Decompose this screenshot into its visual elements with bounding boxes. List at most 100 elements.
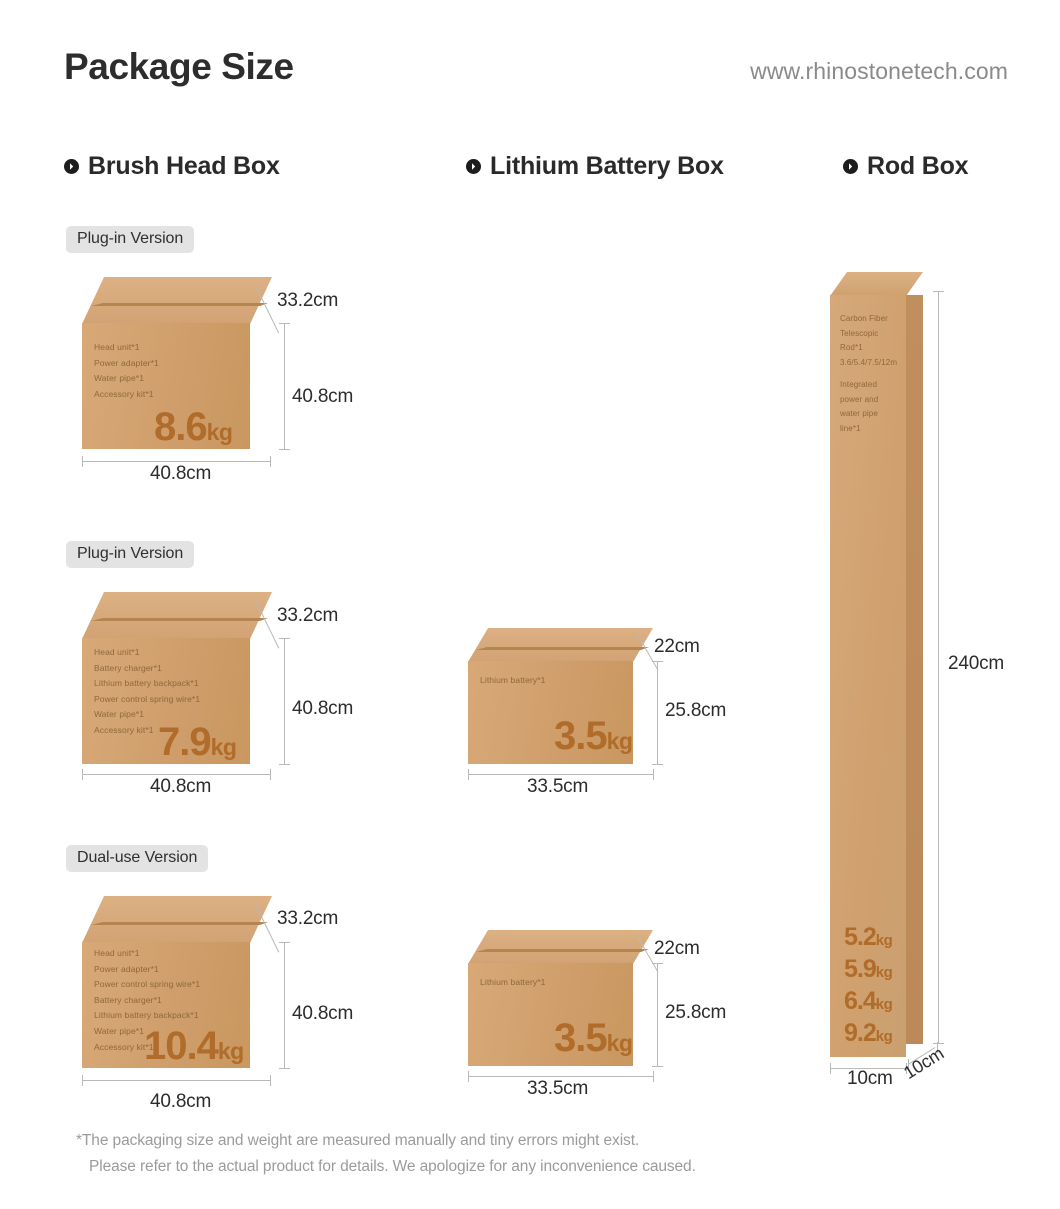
- carton-lithium-1: Lithium battery*1 3.5kg: [468, 628, 653, 764]
- dim-tick: [82, 1075, 83, 1086]
- dim-tick: [468, 769, 469, 780]
- version-badge-brush-3: Dual-use Version: [66, 845, 209, 872]
- dim-tick: [279, 764, 290, 765]
- dim-line-width-lithium-1: [468, 774, 653, 775]
- carton-lid-seam: [91, 618, 268, 621]
- dim-tick: [82, 456, 83, 467]
- carton-front-face: [82, 638, 250, 764]
- carton-weight-4: 9.2kg: [844, 1019, 893, 1047]
- carton-weight: 3.5kg: [554, 1016, 633, 1060]
- carton-top-face: [82, 592, 272, 639]
- carton-front-face: [468, 661, 633, 764]
- dim-line-width-rod: [830, 1068, 906, 1069]
- dim-label-height-lithium-2: 25.8cm: [665, 1002, 727, 1023]
- carton-weight-3: 6.4kg: [844, 987, 893, 1015]
- dim-label-depth-brush-2: 33.2cm: [277, 605, 339, 626]
- dim-tick: [937, 1042, 938, 1053]
- dim-tick: [652, 661, 663, 662]
- dim-tick: [652, 1066, 663, 1067]
- dim-line-width-brush-1: [82, 461, 270, 462]
- dim-label-height-brush-1: 40.8cm: [292, 386, 354, 407]
- carton-contents-list: Lithium battery*1: [480, 977, 546, 987]
- dim-tick: [906, 1063, 907, 1074]
- dim-tick: [653, 1071, 654, 1082]
- dim-label-height-brush-2: 40.8cm: [292, 698, 354, 719]
- dim-line-height-brush-3: [284, 942, 285, 1068]
- dim-label-width-lithium-2: 33.5cm: [527, 1078, 589, 1099]
- carton-weight-2: 5.9kg: [844, 955, 893, 983]
- site-url: www.rhinostonetech.com: [750, 58, 1008, 84]
- version-badge-brush-2: Plug-in Version: [66, 541, 195, 568]
- dim-tick: [279, 942, 290, 943]
- carton-brush-1: Head unit*1 Power adapter*1 Water pipe*1…: [82, 277, 272, 449]
- carton-front-face: [82, 323, 250, 449]
- dim-line-width-brush-3: [82, 1080, 270, 1081]
- column-label: Brush Head Box: [88, 152, 280, 180]
- page-title: Package Size: [64, 46, 294, 87]
- chevron-right-icon: [843, 159, 858, 174]
- dim-label-width-lithium-1: 33.5cm: [527, 776, 589, 797]
- column-heading-rod-box: Rod Box: [843, 152, 969, 181]
- dim-tick: [279, 1068, 290, 1069]
- dim-tick: [830, 1063, 831, 1074]
- dim-tick: [653, 769, 654, 780]
- dim-tick: [82, 769, 83, 780]
- column-label: Rod Box: [867, 152, 969, 180]
- carton-weight: 8.6kg: [154, 405, 233, 449]
- carton-lid-seam: [476, 949, 649, 952]
- carton-weight: 7.9kg: [158, 720, 237, 764]
- dim-tick: [933, 291, 944, 292]
- dim-tick: [908, 1059, 909, 1070]
- carton-front-face: [830, 295, 906, 1057]
- carton-contents-list: Head unit*1 Power adapter*1 Power contro…: [94, 948, 201, 1052]
- dim-label-depth-brush-1: 33.2cm: [277, 290, 339, 311]
- footnote-line-2: Please refer to the actual product for d…: [89, 1158, 696, 1175]
- carton-weight-1: 5.2kg: [844, 923, 893, 951]
- carton-contents-list: Head unit*1 Battery charger*1 Lithium ba…: [94, 647, 201, 735]
- dim-label-depth-lithium-2: 22cm: [654, 938, 700, 959]
- carton-weight: 3.5kg: [554, 714, 633, 758]
- dim-line-height-brush-1: [284, 323, 285, 449]
- dim-tick: [652, 764, 663, 765]
- dim-line-height-brush-2: [284, 638, 285, 764]
- dim-tick: [270, 769, 271, 780]
- carton-rod: Carbon Fiber Telescopic Rod*1 3.6/5.4/7.…: [830, 272, 923, 1057]
- dim-label-depth-lithium-1: 22cm: [654, 636, 700, 657]
- carton-weight: 10.4kg: [144, 1024, 244, 1068]
- carton-top-face: [82, 277, 272, 324]
- carton-brush-2: Head unit*1 Battery charger*1 Lithium ba…: [82, 592, 272, 764]
- carton-front-face: [82, 942, 250, 1068]
- dim-line-height-lithium-1: [657, 661, 658, 764]
- dim-tick: [652, 963, 663, 964]
- carton-contents-list: Lithium battery*1: [480, 675, 546, 685]
- dim-tick: [468, 1071, 469, 1082]
- dim-line-height-lithium-2: [657, 963, 658, 1066]
- chevron-right-icon: [466, 159, 481, 174]
- carton-contents-list: Carbon Fiber Telescopic Rod*1 3.6/5.4/7.…: [840, 314, 898, 433]
- dim-label-width-brush-2: 40.8cm: [150, 776, 212, 797]
- dim-label-width-rod: 10cm: [847, 1068, 893, 1089]
- dim-line-height-rod: [938, 291, 939, 1043]
- version-badge-brush-1: Plug-in Version: [66, 226, 195, 253]
- carton-lithium-2: Lithium battery*1 3.5kg: [468, 930, 653, 1066]
- dim-tick: [270, 456, 271, 467]
- dim-tick: [933, 1043, 944, 1044]
- column-heading-brush-head-box: Brush Head Box: [64, 152, 280, 181]
- dim-label-height-lithium-1: 25.8cm: [665, 700, 727, 721]
- dim-tick: [279, 449, 290, 450]
- carton-brush-3: Head unit*1 Power adapter*1 Power contro…: [82, 896, 272, 1068]
- footnote-line-1: *The packaging size and weight are measu…: [76, 1132, 640, 1149]
- carton-lid-seam: [476, 647, 649, 650]
- dim-label-height-rod: 240cm: [948, 653, 1005, 674]
- carton-lid-seam: [91, 922, 268, 925]
- dim-label-depth-brush-3: 33.2cm: [277, 908, 339, 929]
- carton-top-face: [468, 628, 653, 662]
- column-label: Lithium Battery Box: [490, 152, 724, 180]
- carton-lid-seam: [91, 303, 268, 306]
- carton-front-face: [468, 963, 633, 1066]
- dim-label-width-brush-3: 40.8cm: [150, 1091, 212, 1112]
- dim-tick: [279, 323, 290, 324]
- carton-top-face: [82, 896, 272, 943]
- column-heading-lithium-battery-box: Lithium Battery Box: [466, 152, 724, 181]
- dim-line-width-brush-2: [82, 774, 270, 775]
